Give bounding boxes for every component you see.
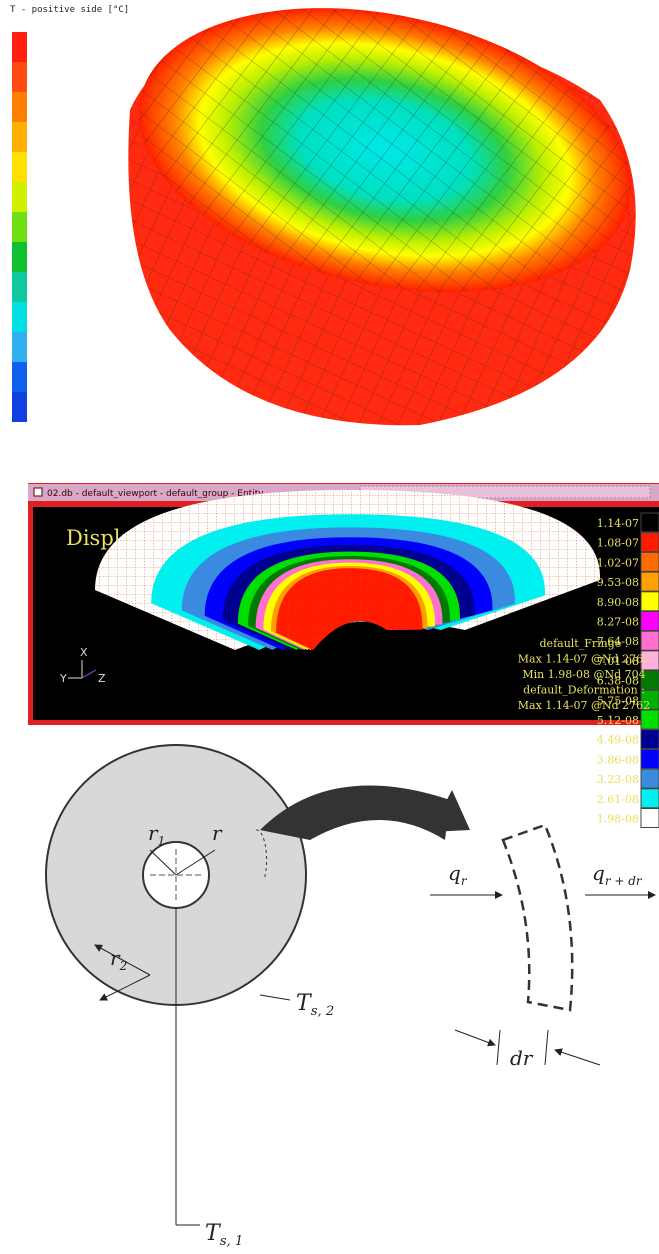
footer-line: Max 1.14-07 @Nd 2762: [518, 699, 650, 712]
top-mesh: [138, 8, 632, 292]
legend-swatch: [640, 630, 659, 651]
legend-swatch: [640, 591, 659, 612]
panel-displacements: 02.db - default_viewport - default_group…: [28, 483, 659, 828]
element-small: [255, 829, 268, 881]
legend-label: 1.08-07: [597, 537, 639, 550]
legend-swatch: [640, 650, 659, 671]
label-main: r: [212, 821, 223, 845]
legend-swatch: [640, 512, 659, 533]
colorbar-segment: [12, 32, 27, 62]
label-sub: r + dr: [605, 874, 643, 888]
transfer-arrowhead: [430, 790, 470, 832]
legend-label: 7.01-08: [597, 655, 639, 668]
control-element: [501, 823, 574, 1012]
label-main: r: [110, 946, 121, 970]
label-main: r: [148, 821, 159, 845]
transfer-arrow: [260, 785, 450, 840]
diagram-label: r1: [148, 821, 165, 848]
diagram-label: qr + dr: [592, 861, 643, 888]
axis-label: Z: [98, 672, 106, 685]
panel-temperature: T - positive side [°C]: [10, 5, 636, 426]
label-sub: s, 1: [220, 1234, 244, 1249]
legend-label: 1.02-07: [597, 556, 639, 569]
colorbar-segment: [12, 212, 27, 242]
legend-swatch: [640, 670, 659, 691]
legend-swatch: [640, 808, 659, 828]
diagram-label: dr: [510, 1046, 534, 1070]
label-sub: 1: [158, 834, 166, 848]
arrow-r2: [99, 974, 151, 1001]
colorbar-segment: [12, 242, 27, 272]
axis-triad: XY Z: [59, 646, 106, 685]
label-main: T: [296, 991, 313, 1016]
window-button[interactable]: [33, 487, 43, 497]
legend: 1.14-07 1.08-07 1.02-07 9.53-08 8.90-08 8.27-…: [597, 512, 659, 828]
label-sub: s, 2: [311, 1004, 335, 1019]
colorbar-segment: [12, 62, 27, 92]
diagram-label: Ts, 1: [205, 1221, 243, 1249]
footer-line: Max 1.14-07 @Nd 2762: [518, 653, 650, 666]
colorbar-segment: [12, 152, 27, 182]
legend-swatch: [640, 571, 659, 592]
arrow-r2-b: [94, 944, 151, 976]
legend-footer: default_Fringe : Max 1.14-07 @Nd 2762 Min …: [518, 637, 650, 712]
legend-swatch: [640, 768, 659, 789]
legend-label: 6.38-08: [597, 675, 639, 688]
diagram-label: Ts, 2: [296, 991, 334, 1019]
colorbar: [12, 32, 27, 422]
colorbar-segment: [12, 182, 27, 212]
arrow-dr-left: [454, 1029, 496, 1047]
footer-line: default_Deformation :: [523, 684, 645, 697]
legend-label: 4.49-08: [597, 734, 639, 747]
legend-label: 3.86-08: [597, 753, 639, 766]
legend-label: 7.64-08: [597, 635, 639, 648]
footer-line: default_Fringe :: [540, 637, 629, 650]
dome: [95, 490, 600, 650]
legend-label: 8.27-08: [597, 616, 639, 629]
diagram-label: qr: [448, 861, 468, 888]
diagram-label: r2: [110, 946, 127, 973]
label-main: T: [205, 1221, 222, 1246]
legend-label: 5.75-08: [597, 694, 639, 707]
window-title: 02.db - default_viewport - default_group…: [47, 489, 264, 499]
colorbar-segment: [12, 302, 27, 332]
label-main: q: [448, 861, 461, 885]
colorbar-segment: [12, 122, 27, 152]
label-sub: r: [461, 874, 468, 888]
arrow-dr-right: [554, 1048, 601, 1066]
label-main: q: [592, 861, 605, 885]
colorbar-segment: [12, 392, 27, 422]
footer-line: Min 1.98-08 @Nd 704: [522, 668, 645, 681]
axis-label: X: [80, 646, 88, 659]
legend-label: 2.61-08: [597, 793, 639, 806]
legend-swatch: [640, 689, 659, 710]
legend-label: 8.90-08: [597, 596, 639, 609]
colorbar-segment: [12, 332, 27, 362]
label-sub: 2: [119, 959, 128, 973]
legend-swatch: [640, 709, 659, 730]
legend-swatch: [640, 551, 659, 572]
colorbar-title: T - positive side [°C]: [10, 5, 129, 15]
legend-label: 5.12-08: [597, 714, 639, 727]
legend-swatch: [640, 729, 659, 750]
legend-label: 9.53-08: [597, 576, 639, 589]
diagram-label: r: [212, 821, 223, 845]
axis-label: Y: [59, 672, 67, 685]
legend-swatch: [640, 788, 659, 809]
legend-swatch: [640, 748, 659, 769]
legend-swatch: [640, 611, 659, 631]
legend-label: 3.23-08: [597, 773, 639, 786]
colorbar-segment: [12, 92, 27, 122]
colorbar-segment: [12, 362, 27, 392]
legend-label: 1.14-07: [597, 517, 639, 530]
label-main: dr: [510, 1046, 534, 1070]
colorbar-segment: [12, 272, 27, 302]
legend-swatch: [640, 532, 659, 553]
legend-label: 1.98-08: [597, 813, 639, 826]
mesh-overlay: [276, 568, 423, 650]
